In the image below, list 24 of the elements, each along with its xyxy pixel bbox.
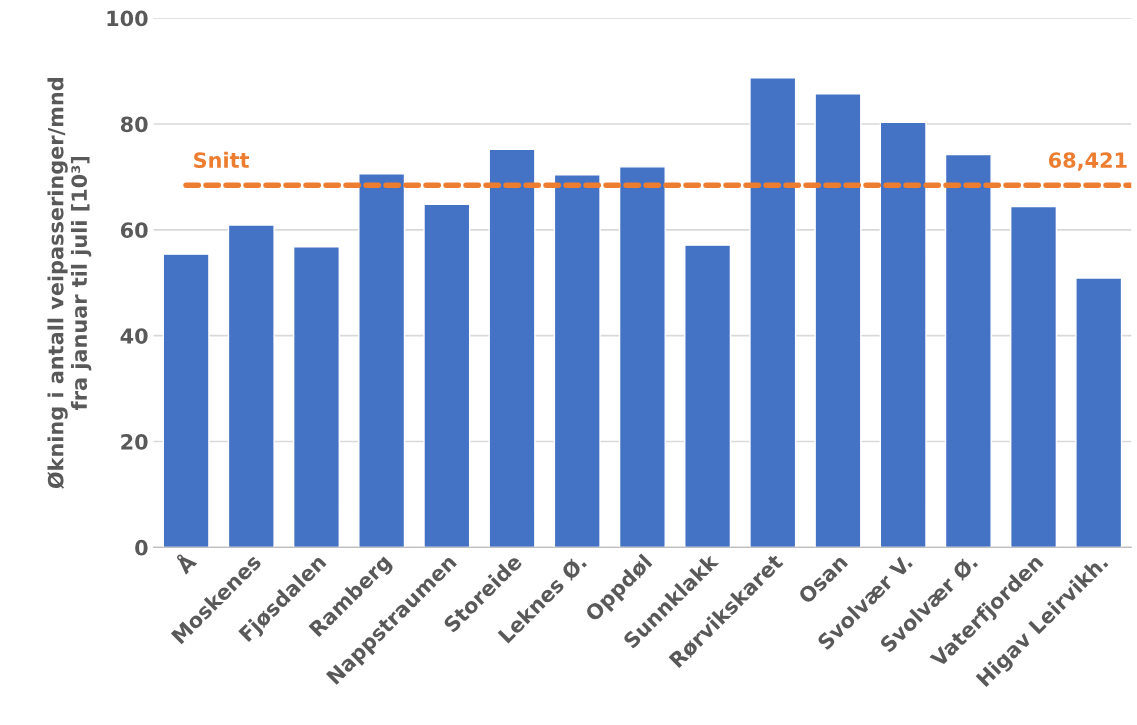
y-tick-label: 100 xyxy=(107,10,148,27)
bar xyxy=(423,203,471,548)
bar xyxy=(358,173,406,548)
ref-line-label: Snitt xyxy=(194,151,250,168)
y-tick-label: 40 xyxy=(120,328,148,344)
y-tick-label: 0 xyxy=(135,539,148,556)
annotation: 68,421 xyxy=(1048,152,1127,171)
y-tick-label: 20 xyxy=(121,433,148,450)
bar xyxy=(684,244,732,548)
bar xyxy=(879,121,927,548)
y-axis-title: Økning i antall veipasseringer/mnd fra januar til juli [10³] xyxy=(47,78,92,489)
y-tick-label: 80 xyxy=(120,116,148,133)
bar xyxy=(618,166,666,548)
bar xyxy=(749,77,797,548)
bar xyxy=(227,224,275,548)
bar xyxy=(944,153,992,548)
y-tick-label: 60 xyxy=(120,222,148,239)
bar xyxy=(292,246,340,548)
bar xyxy=(814,93,862,548)
bar xyxy=(488,148,536,548)
bar xyxy=(1010,205,1058,548)
bar xyxy=(553,174,601,548)
bar xyxy=(162,253,210,548)
bar xyxy=(1075,277,1123,548)
